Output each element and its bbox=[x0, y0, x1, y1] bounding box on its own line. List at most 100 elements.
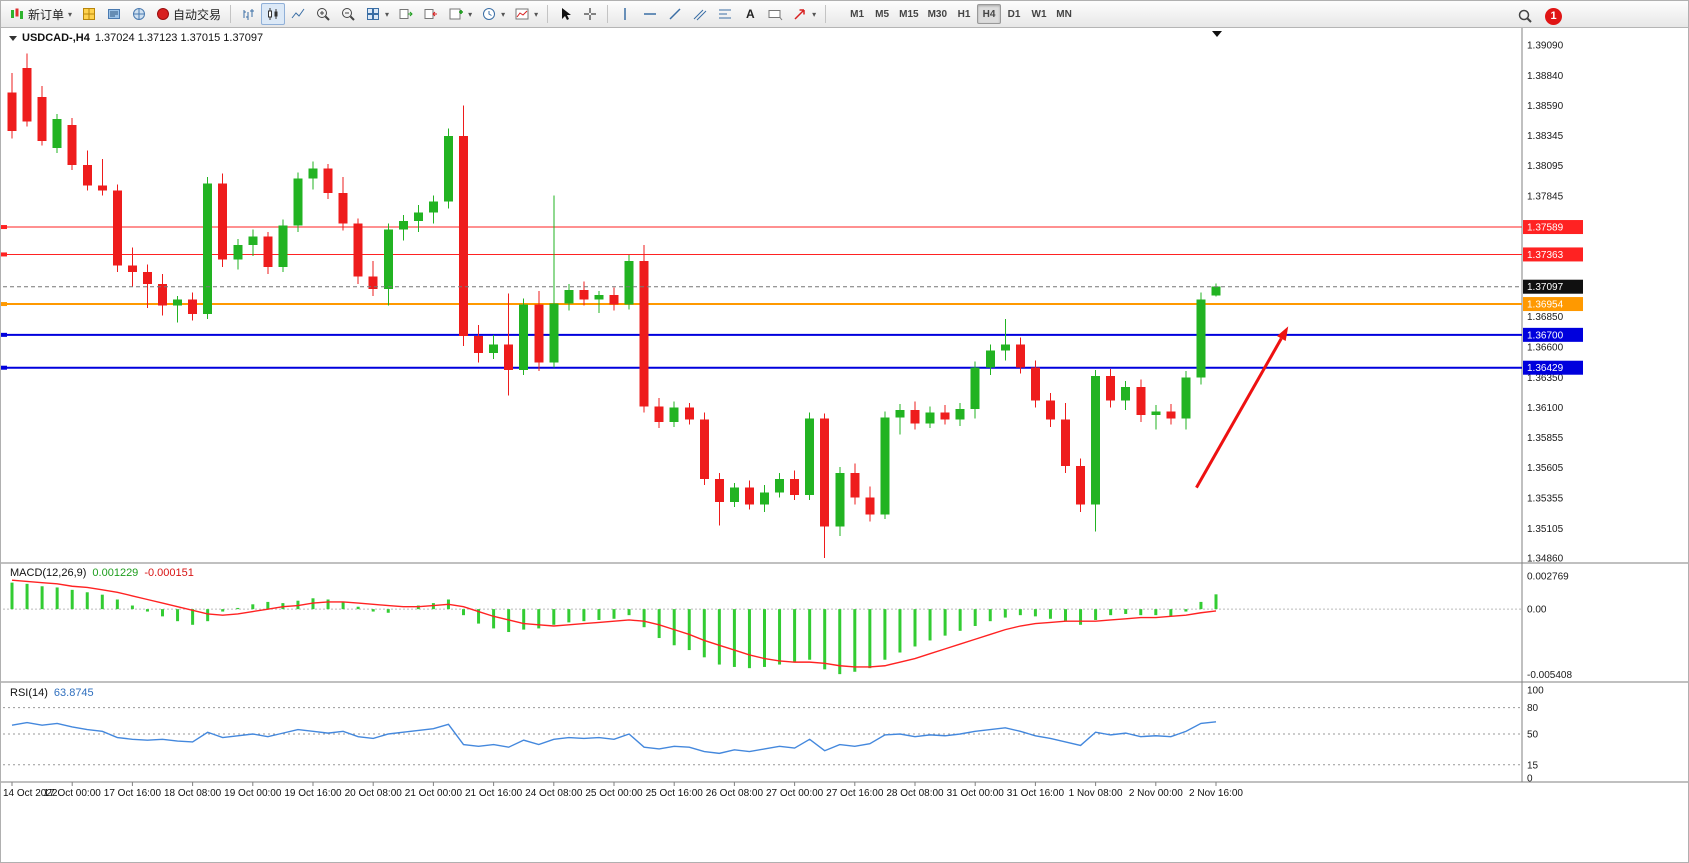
chevron-down-icon: ▾ bbox=[68, 9, 73, 19]
svg-text:1.36350: 1.36350 bbox=[1527, 373, 1564, 384]
timeframe-toolbar: M1 M5 M15 M30 H1 H4 D1 W1 MN bbox=[845, 4, 1076, 24]
toolbar-separator bbox=[230, 5, 232, 23]
market-watch-icon bbox=[83, 8, 96, 20]
chart-title-bar: USDCAD-,H4 1.37024 1.37123 1.37015 1.370… bbox=[9, 32, 263, 44]
svg-text:2 Nov 00:00: 2 Nov 00:00 bbox=[1129, 788, 1183, 799]
trend-arrow[interactable] bbox=[1195, 326, 1289, 489]
chart-shift-icon bbox=[424, 9, 438, 19]
fibonacci-button[interactable] bbox=[713, 3, 737, 25]
macd-signal-value: -0.000151 bbox=[144, 567, 194, 579]
vertical-line-icon bbox=[624, 8, 626, 20]
svg-text:27 Oct 16:00: 27 Oct 16:00 bbox=[826, 788, 884, 799]
new-chart-button[interactable]: ▾ bbox=[444, 3, 476, 25]
svg-text:1.37097: 1.37097 bbox=[1527, 282, 1564, 293]
svg-text:17 Oct 00:00: 17 Oct 00:00 bbox=[44, 788, 102, 799]
svg-text:25 Oct 16:00: 25 Oct 16:00 bbox=[646, 788, 704, 799]
svg-text:1.36954: 1.36954 bbox=[1527, 300, 1564, 311]
svg-text:A: A bbox=[746, 7, 755, 21]
svg-text:1.38095: 1.38095 bbox=[1527, 161, 1564, 172]
hline-1.37589[interactable]: 1.37589 bbox=[1, 220, 1583, 235]
svg-text:1.35855: 1.35855 bbox=[1527, 433, 1564, 444]
svg-text:1.36600: 1.36600 bbox=[1527, 342, 1564, 353]
svg-text:17 Oct 16:00: 17 Oct 16:00 bbox=[104, 788, 162, 799]
auto-scroll-button[interactable] bbox=[394, 3, 418, 25]
timeframe-mn[interactable]: MN bbox=[1052, 4, 1076, 24]
svg-text:25 Oct 00:00: 25 Oct 00:00 bbox=[585, 788, 643, 799]
chevron-down-icon: ▾ bbox=[385, 9, 390, 19]
zoom-in-button[interactable] bbox=[311, 3, 335, 25]
vertical-line-button[interactable] bbox=[613, 3, 637, 25]
data-window-button[interactable] bbox=[102, 3, 126, 25]
candlestick-chart-button[interactable] bbox=[261, 3, 286, 25]
one-click-trading-toggle-icon[interactable] bbox=[9, 35, 17, 41]
macd-label: MACD(12,26,9) bbox=[10, 567, 87, 579]
svg-text:80: 80 bbox=[1527, 703, 1539, 714]
hline-1.36700[interactable]: 1.36700 bbox=[1, 327, 1583, 342]
auto-trading-label: 自动交易 bbox=[173, 7, 222, 22]
svg-text:1.34860: 1.34860 bbox=[1527, 554, 1564, 565]
horizontal-line-button[interactable] bbox=[638, 3, 662, 25]
timeframe-w1[interactable]: W1 bbox=[1027, 4, 1051, 24]
toolbar-separator bbox=[607, 5, 609, 23]
timeframe-d1[interactable]: D1 bbox=[1002, 4, 1026, 24]
channel-icon bbox=[693, 9, 707, 21]
chart-shift-marker[interactable] bbox=[1212, 31, 1222, 37]
svg-text:18 Oct 08:00: 18 Oct 08:00 bbox=[164, 788, 222, 799]
channel-button[interactable] bbox=[688, 3, 712, 25]
timeframe-m1[interactable]: M1 bbox=[845, 4, 869, 24]
trendline-icon bbox=[669, 8, 681, 20]
data-window-icon bbox=[108, 9, 121, 19]
template-icon bbox=[515, 8, 529, 20]
line-chart-button[interactable] bbox=[286, 3, 310, 25]
market-watch-button[interactable] bbox=[77, 3, 101, 25]
text-tool-button[interactable]: A bbox=[738, 3, 762, 25]
hline-1.37363[interactable]: 1.37363 bbox=[1, 247, 1583, 262]
auto-trading-button[interactable]: 自动交易 bbox=[152, 3, 225, 25]
macd-main-value: 0.001229 bbox=[92, 567, 139, 579]
bar-chart-button[interactable] bbox=[236, 3, 260, 25]
timeframe-m15[interactable]: M15 bbox=[895, 4, 922, 24]
timeframe-h4[interactable]: H4 bbox=[977, 4, 1002, 24]
templates-button[interactable]: ▾ bbox=[510, 3, 542, 25]
navigator-button[interactable] bbox=[127, 3, 151, 25]
chart-shift-button[interactable] bbox=[419, 3, 443, 25]
navigator-icon bbox=[133, 8, 146, 20]
text-label-icon bbox=[768, 10, 783, 21]
text-tool-icon: A bbox=[746, 7, 755, 21]
svg-text:1.38345: 1.38345 bbox=[1527, 131, 1564, 142]
tile-windows-button[interactable]: ▾ bbox=[361, 3, 393, 25]
ohlc-readout: 1.37024 1.37123 1.37015 1.37097 bbox=[94, 32, 264, 44]
timeframe-h1[interactable]: H1 bbox=[952, 4, 976, 24]
notification-badge[interactable]: 1 bbox=[1545, 7, 1562, 25]
svg-text:1.38840: 1.38840 bbox=[1527, 71, 1564, 82]
periods-button[interactable]: ▾ bbox=[477, 3, 509, 25]
toolbar-right: 1 bbox=[1513, 5, 1562, 27]
hline-1.36954[interactable]: 1.36954 bbox=[1, 297, 1583, 312]
zoom-out-icon bbox=[342, 8, 355, 21]
svg-text:21 Oct 00:00: 21 Oct 00:00 bbox=[405, 788, 463, 799]
hline-1.36429[interactable]: 1.36429 bbox=[1, 360, 1583, 375]
cursor-button[interactable] bbox=[553, 3, 577, 25]
search-button[interactable] bbox=[1513, 5, 1537, 27]
timeframe-m30[interactable]: M30 bbox=[924, 4, 951, 24]
trendline-button[interactable] bbox=[663, 3, 687, 25]
timeframe-m5[interactable]: M5 bbox=[870, 4, 894, 24]
svg-text:31 Oct 16:00: 31 Oct 16:00 bbox=[1007, 788, 1065, 799]
text-label-button[interactable] bbox=[763, 3, 787, 25]
svg-text:26 Oct 08:00: 26 Oct 08:00 bbox=[706, 788, 764, 799]
chart-canvas[interactable]: 1.39090 1.38840 1.38590 1.38345 1.38095 1.378… bbox=[1, 28, 1689, 808]
new-order-button[interactable]: 新订单 ▾ bbox=[5, 3, 76, 25]
toolbar: 新订单 ▾ 自动交易 bbox=[1, 1, 1688, 28]
macd-header: MACD(12,26,9) 0.001229 -0.000151 bbox=[10, 567, 194, 579]
crosshair-button[interactable] bbox=[578, 3, 602, 25]
cursor-icon bbox=[562, 8, 572, 20]
rsi-value: 63.8745 bbox=[53, 687, 94, 699]
line-chart-icon bbox=[291, 8, 305, 19]
price-axis: 1.39090 1.38840 1.38590 1.38345 1.38095 1.378… bbox=[1527, 41, 1564, 565]
crosshair-icon bbox=[584, 8, 597, 20]
chevron-down-icon: ▾ bbox=[812, 9, 817, 19]
new-chart-icon bbox=[449, 8, 464, 20]
arrows-tool-button[interactable]: ▾ bbox=[788, 3, 820, 25]
zoom-out-button[interactable] bbox=[336, 3, 360, 25]
